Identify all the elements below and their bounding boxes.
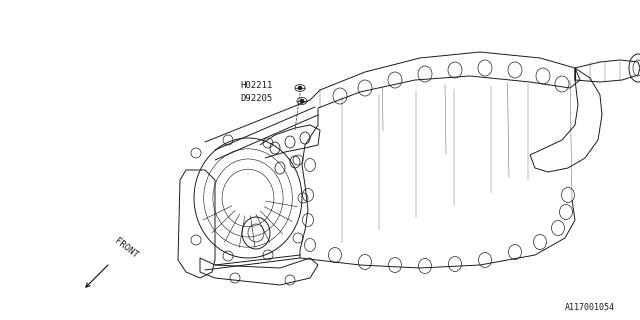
Text: FRONT: FRONT — [113, 236, 140, 260]
Circle shape — [300, 99, 304, 103]
Text: D92205: D92205 — [240, 93, 272, 102]
Circle shape — [298, 86, 302, 90]
Text: A117001054: A117001054 — [565, 303, 615, 313]
Text: H02211: H02211 — [240, 81, 272, 90]
